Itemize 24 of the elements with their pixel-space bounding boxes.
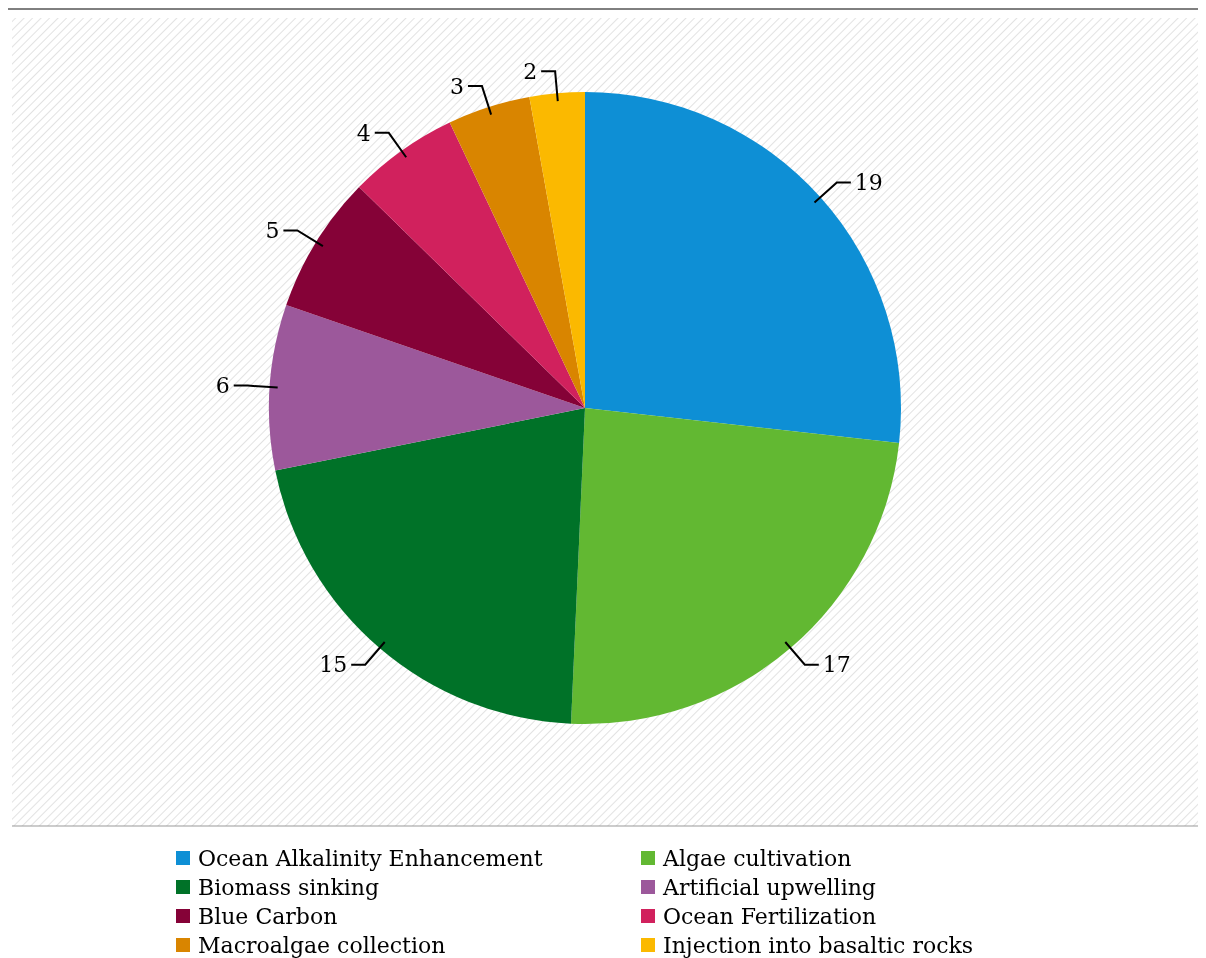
- legend-label: Ocean Alkalinity Enhancement: [198, 845, 543, 871]
- pie-slice: [449, 96, 585, 408]
- data-label: 19: [854, 170, 883, 196]
- pie-slice: [286, 187, 585, 408]
- data-label: 4: [356, 120, 371, 146]
- legend-label: Injection into basaltic rocks: [663, 932, 974, 958]
- data-label: 15: [319, 652, 348, 678]
- data-label: 6: [215, 373, 230, 399]
- pie-slice: [585, 92, 901, 443]
- pie-slice: [359, 122, 585, 408]
- pie-slice: [571, 408, 900, 724]
- data-label: 5: [265, 218, 280, 244]
- data-label: 2: [523, 59, 538, 85]
- legend-label: Algae cultivation: [662, 845, 852, 871]
- data-label: 3: [449, 73, 464, 99]
- pie-slice: [275, 408, 585, 724]
- legend-label: Ocean Fertilization: [663, 903, 877, 929]
- legend-label: Macroalgae collection: [198, 932, 446, 958]
- pie-slice: [269, 305, 585, 471]
- data-label: 17: [822, 652, 851, 678]
- legend-label: Blue Carbon: [198, 903, 338, 929]
- pie-slice: [529, 92, 585, 408]
- legend-label: Biomass sinking: [198, 874, 380, 900]
- legend-label: Artificial upwelling: [662, 874, 876, 900]
